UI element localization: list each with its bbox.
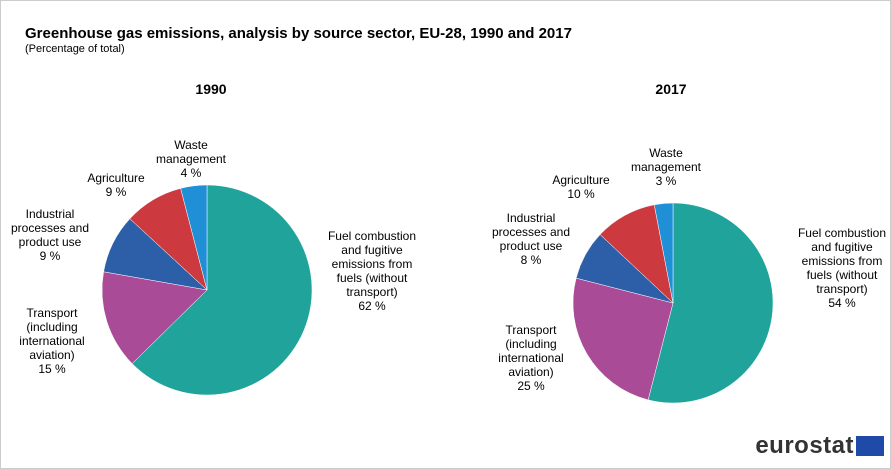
logo: eurostat [755,432,854,459]
category-label: Agriculture [552,173,610,187]
pie-slice [180,184,208,291]
value-label: 3 % [655,174,677,188]
eu-flag [856,436,884,456]
slice-label: Transport (including international aviat… [16,306,88,376]
subtitle: (Percentage of total) [25,43,125,55]
title: Greenhouse gas emissions, analysis by so… [25,25,572,42]
category-label: Waste management [155,138,227,166]
value-label: 15 % [38,362,66,376]
slice-label: Fuel combustion and fugitive emissions f… [326,229,418,313]
slice-label: Waste management 4 % [151,138,231,180]
value-label: 62 % [358,299,386,313]
value-label: 9 % [105,185,127,199]
slice-label: Agriculture 9 % [81,171,151,199]
pie-slice [101,271,208,365]
slice-label: Fuel combustion and fugitive emissions f… [796,226,888,310]
pie-title: 2017 [655,81,687,97]
value-label: 9 % [39,249,61,263]
pie-slice [653,202,674,304]
category-label: Fuel combustion and fugitive emissions f… [327,229,417,299]
category-label: Transport (including international aviat… [19,306,85,362]
pie-slice [647,202,774,404]
category-label: Agriculture [87,171,145,185]
slice-label: Industrial processes and product use 9 % [9,207,91,263]
slice-label: Agriculture 10 % [546,173,616,201]
pie-slice [131,184,313,396]
value-label: 54 % [828,296,856,310]
category-label: Transport (including international aviat… [498,323,564,379]
slice-label: Transport (including international aviat… [491,323,571,393]
pie-slice [572,277,674,401]
category-label: Fuel combustion and fugitive emissions f… [797,226,887,296]
category-label: Industrial processes and product use [10,207,90,249]
value-label: 8 % [520,253,542,267]
value-label: 10 % [567,187,595,201]
value-label: 25 % [517,379,545,393]
category-label: Waste management [630,146,702,174]
slice-label: Waste management 3 % [626,146,706,188]
pie-title: 1990 [195,81,227,97]
category-label: Industrial processes and product use [491,211,571,253]
value-label: 4 % [180,166,202,180]
slice-label: Industrial processes and product use 8 % [485,211,577,267]
